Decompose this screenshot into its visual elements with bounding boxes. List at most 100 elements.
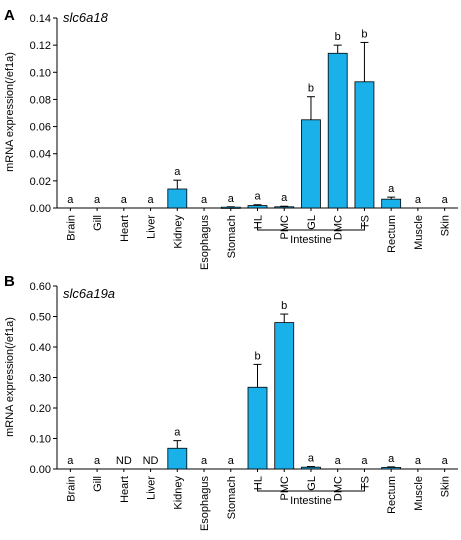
bar [301,466,321,470]
x-tick-label: TS [359,215,371,229]
x-tick-label: Gill [92,476,104,492]
x-tick-label: HL [253,215,265,229]
significance-label: a [201,194,208,206]
x-tick-label: TS [359,476,371,490]
significance-label: a [308,453,315,465]
significance-label: a [254,191,261,203]
x-tick-label: Gill [92,215,104,231]
bar [301,119,321,209]
y-tick-label: 0.00 [30,203,51,215]
y-tick-label: 0.20 [30,403,51,415]
y-tick-label: 0.60 [30,281,51,293]
x-tick-label: Rectum [386,215,398,253]
significance-label: a [442,455,449,467]
y-tick-label: 0.04 [30,149,51,161]
bar [327,52,348,209]
significance-label: b [308,83,314,95]
x-tick-label: Liver [146,215,158,239]
significance-label: a [415,194,422,206]
x-tick-label: Kidney [172,215,184,249]
significance-label: a [442,194,449,206]
x-tick-label: Esophagus [199,215,211,271]
y-tick-label: 0.40 [30,342,51,354]
y-tick-label: 0.06 [30,122,51,134]
x-tick-label: GL [306,215,318,230]
significance-label: a [361,455,368,467]
significance-label: ND [143,455,159,467]
significance-label: a [228,193,235,205]
significance-label: a [335,455,342,467]
y-axis-label: mRNA expression(/ef1a) [4,317,16,437]
x-tick-label: HL [253,476,265,490]
y-tick-label: 0.02 [30,176,51,188]
significance-label: a [67,455,74,467]
y-tick-label: 0.10 [30,434,51,446]
bar [381,467,402,470]
x-tick-label: PMC [279,476,291,501]
significance-label: a [94,194,101,206]
y-tick-label: 0.30 [30,373,51,385]
gene-title: slc6a18 [63,10,109,25]
significance-label: a [174,166,181,178]
x-tick-label: PMC [279,215,291,240]
x-tick-label: DMC [333,476,345,501]
significance-label: a [94,455,101,467]
significance-label: ND [116,455,132,467]
x-tick-label: Kidney [172,476,184,510]
x-tick-label: Stomach [226,476,238,519]
group-label: Intestine [290,495,332,507]
significance-label: b [281,300,287,312]
bar [167,188,188,209]
x-tick-label: Brain [65,476,77,502]
significance-label: a [388,183,395,195]
bar [167,447,188,470]
bar [274,206,295,209]
x-tick-label: Heart [119,476,131,503]
x-tick-label: Heart [119,215,131,242]
bar [220,206,241,209]
intestine-bracket [257,222,365,231]
significance-label: a [228,455,235,467]
y-tick-label: 0.50 [30,312,51,324]
x-tick-label: Rectum [386,476,398,514]
significance-label: a [388,453,395,465]
significance-label: a [148,194,155,206]
y-tick-label: 0.00 [30,464,51,476]
bar [247,205,268,209]
significance-label: b [254,350,260,362]
x-tick-label: Muscle [413,215,425,250]
x-tick-label: Esophagus [199,476,211,532]
y-tick-label: 0.14 [30,13,51,25]
significance-label: b [361,28,367,40]
x-tick-label: DMC [333,215,345,240]
x-tick-label: Stomach [226,215,238,258]
bar [381,198,402,209]
significance-label: a [67,194,74,206]
y-tick-label: 0.12 [30,40,51,52]
y-axis-label: mRNA expression(/ef1a) [4,52,16,172]
panel-letter: B [4,273,15,290]
significance-label: b [335,31,341,43]
significance-label: a [121,194,128,206]
x-tick-label: Skin [440,476,452,497]
x-tick-label: Skin [440,215,452,236]
significance-label: a [201,455,208,467]
bar [247,386,268,470]
intestine-bracket [257,483,365,492]
panel-letter: A [4,7,15,24]
y-tick-label: 0.08 [30,94,51,106]
significance-label: a [174,427,181,439]
x-tick-label: GL [306,476,318,491]
significance-label: a [415,455,422,467]
bar [274,322,295,470]
bar [354,81,375,209]
x-tick-label: Liver [146,476,158,500]
significance-label: a [281,192,288,204]
group-label: Intestine [290,234,332,246]
x-tick-label: Brain [65,215,77,241]
gene-title: slc6a19a [63,286,115,301]
y-tick-label: 0.10 [30,67,51,79]
